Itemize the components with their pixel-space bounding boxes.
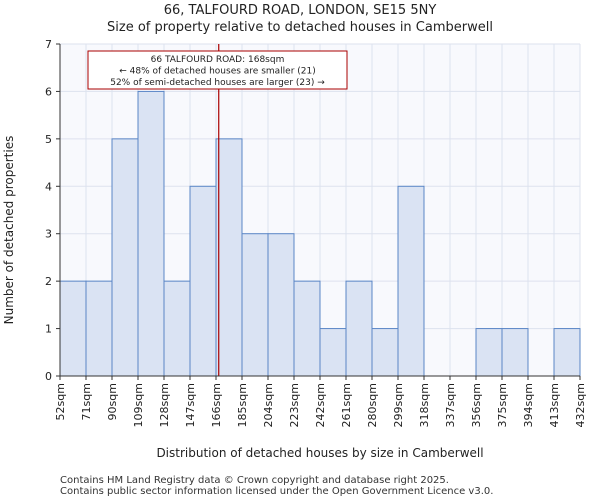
x-tick-label: 432sqm (574, 383, 587, 427)
histogram-bar (371, 328, 399, 377)
x-tick-label: 166sqm (210, 383, 223, 427)
axis-layer: 0 1 2 3 4 5 6 7 52sqm 71sqm 90sqm 109sqm 128sqm 147sq… (45, 38, 587, 427)
x-tick-label: 318sqm (418, 383, 431, 427)
x-tick-label: 356sqm (470, 383, 483, 427)
annotation-line: ← 48% of detached houses are smaller (21… (119, 67, 316, 77)
x-tick-label: 375sqm (496, 383, 509, 427)
histogram-bar (345, 280, 373, 377)
y-tick-label: 7 (45, 38, 52, 51)
bar-layer (59, 90, 581, 377)
y-tick-label: 4 (45, 180, 52, 193)
x-tick-label: 147sqm (184, 383, 197, 427)
histogram-bar (137, 90, 165, 377)
histogram-bar (553, 328, 581, 377)
histogram-bar (475, 328, 503, 377)
y-tick-label: 1 (45, 323, 52, 336)
chart-title: 66, TALFOURD ROAD, LONDON, SE15 5NY (163, 3, 437, 18)
footer-line-2: Contains public sector information licen… (60, 486, 494, 497)
x-tick-label: 109sqm (132, 383, 145, 427)
x-tick-label: 280sqm (366, 383, 379, 427)
y-axis-label: Number of detached properties (2, 136, 16, 325)
histogram-chart: 66 TALFOURD ROAD: 168sqm ← 48% of detache… (2, 38, 587, 460)
y-tick-label: 6 (45, 85, 52, 98)
x-tick-label: 223sqm (288, 383, 301, 427)
histogram-bar (163, 280, 191, 377)
histogram-bar (189, 185, 217, 377)
annotation-line: 52% of semi-detached houses are larger (… (110, 78, 325, 88)
y-tick-label: 2 (45, 275, 52, 288)
x-tick-label: 394sqm (522, 383, 535, 427)
histogram-bar (241, 233, 269, 377)
x-tick-label: 261sqm (340, 383, 353, 427)
x-tick-label: 299sqm (392, 383, 405, 427)
x-axis-label: Distribution of detached houses by size … (156, 446, 483, 460)
x-tick-label: 71sqm (80, 383, 93, 420)
y-tick-label: 5 (45, 133, 52, 146)
y-tick-label: 3 (45, 228, 52, 241)
histogram-bar (267, 233, 295, 377)
x-tick-label: 337sqm (444, 383, 457, 427)
x-tick-label: 413sqm (548, 383, 561, 427)
x-tick-label: 90sqm (106, 383, 119, 420)
annotation-box (87, 50, 348, 90)
x-tick-label: 52sqm (54, 383, 67, 420)
annotation-line: 66 TALFOURD ROAD: 168sqm (151, 55, 285, 65)
histogram-bar (215, 138, 243, 377)
histogram-bar (59, 280, 87, 377)
footer-line-1: Contains HM Land Registry data © Crown c… (60, 475, 449, 486)
x-tick-label: 204sqm (262, 383, 275, 427)
x-tick-label: 185sqm (236, 383, 249, 427)
histogram-bar (397, 185, 425, 377)
histogram-bar (293, 280, 321, 377)
histogram-bar (85, 280, 113, 377)
histogram-bar (111, 138, 139, 377)
chart-subtitle: Size of property relative to detached ho… (107, 20, 493, 35)
y-tick-label: 0 (45, 370, 52, 383)
marker-layer: 66 TALFOURD ROAD: 168sqm ← 48% of detache… (87, 44, 348, 376)
histogram-bar (501, 328, 529, 377)
x-tick-label: 242sqm (314, 383, 327, 427)
x-tick-label: 128sqm (158, 383, 171, 427)
histogram-bar (319, 328, 347, 377)
